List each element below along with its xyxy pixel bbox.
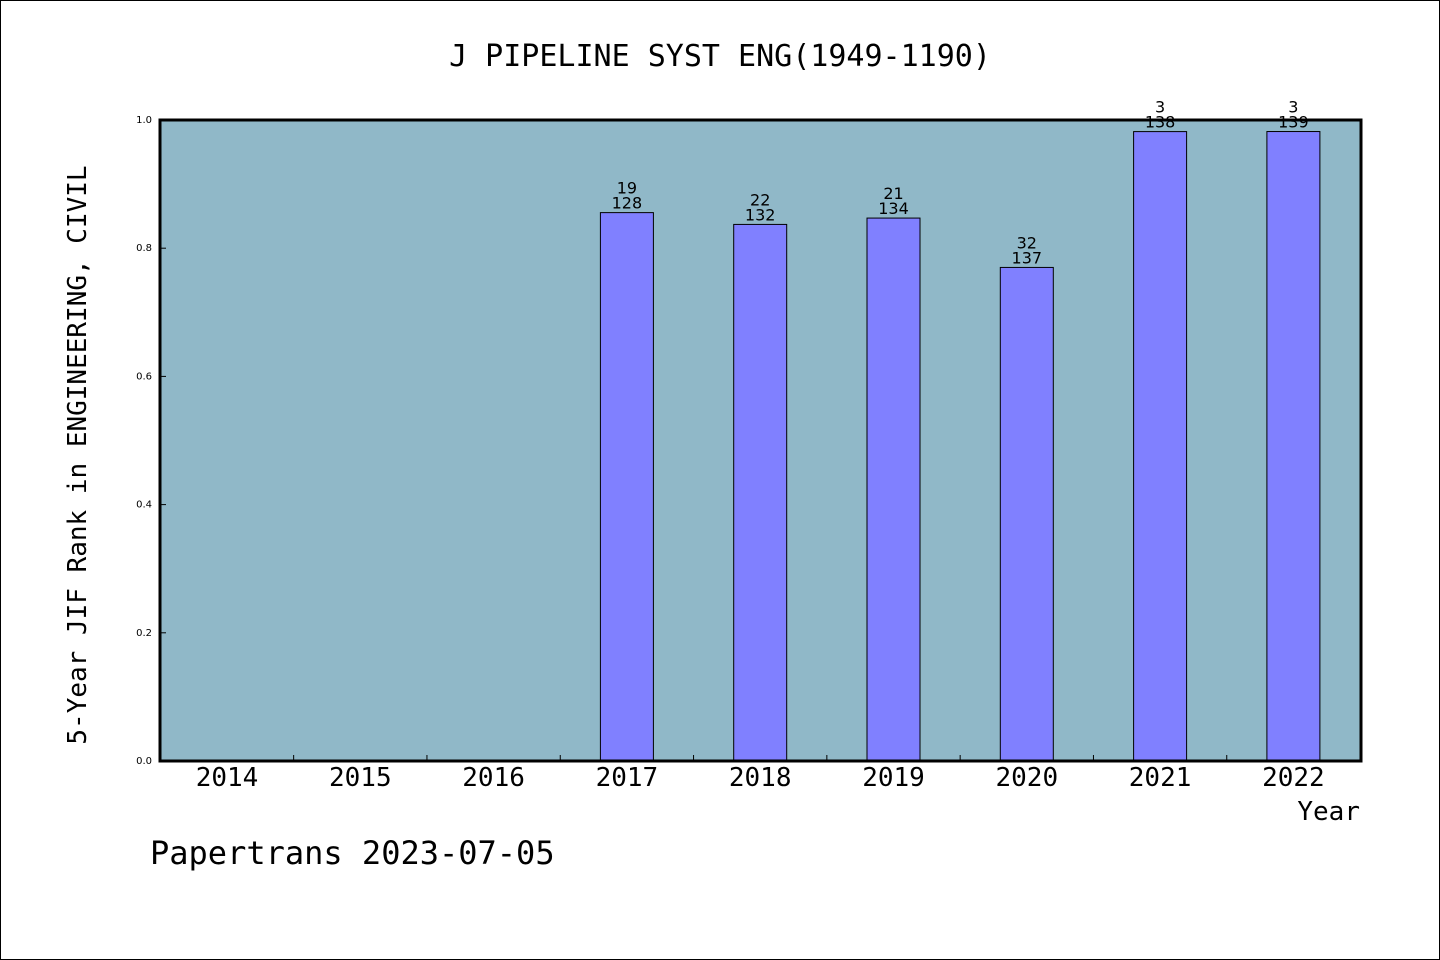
bar-rank-label: 3 — [1155, 98, 1165, 117]
bar — [599, 212, 654, 762]
bar-rank-label: 3 — [1288, 98, 1298, 117]
x-tick-label: 2021 — [1129, 763, 1192, 793]
y-tick-label: 0.0 — [136, 756, 152, 767]
bar — [999, 266, 1054, 762]
bar-total-label: 139 — [1278, 113, 1309, 132]
x-tick-label: 2019 — [862, 763, 925, 793]
y-axis-label: 5-Year JIF Rank in ENGINEERING, CIVIL — [63, 165, 93, 744]
bar-total-label: 134 — [878, 199, 909, 218]
bar-total-label: 132 — [745, 205, 776, 224]
x-tick-label: 2015 — [329, 763, 392, 793]
bar-total-label: 128 — [612, 194, 643, 213]
bar-rank-label: 21 — [883, 184, 903, 203]
bar-rank-label: 19 — [617, 179, 637, 198]
bars-layer — [599, 131, 1321, 762]
bar — [1133, 131, 1188, 762]
y-tick-label: 0.4 — [136, 500, 152, 511]
bar-total-label: 138 — [1145, 113, 1176, 132]
x-tick-label: 2014 — [196, 763, 259, 793]
bar — [733, 223, 788, 762]
bar — [866, 217, 921, 762]
chart-title: J PIPELINE SYST ENG(1949-1190) — [449, 39, 991, 74]
bar-total-label: 137 — [1012, 248, 1043, 267]
x-axis-label: Year — [1297, 797, 1360, 827]
x-tick-label: 2018 — [729, 763, 792, 793]
bar-rank-label: 22 — [750, 190, 770, 209]
x-tick-label: 2016 — [462, 763, 525, 793]
x-tick-label: 2020 — [995, 763, 1058, 793]
x-tick-label: 2022 — [1262, 763, 1325, 793]
y-tick-label: 1.0 — [136, 115, 152, 126]
y-tick-label: 0.2 — [136, 628, 152, 639]
x-axis: 2014 2015 2016 2017 2018 2019 2020 2021 2022 — [196, 755, 1325, 793]
y-tick-label: 0.6 — [136, 371, 152, 382]
x-tick-label: 2017 — [596, 763, 659, 793]
y-tick-label: 0.8 — [136, 243, 152, 254]
source-footer: Papertrans 2023-07-05 — [150, 834, 555, 872]
bar — [1266, 131, 1321, 762]
plot-frame — [158, 118, 1363, 763]
bar-rank-label: 32 — [1017, 233, 1037, 252]
